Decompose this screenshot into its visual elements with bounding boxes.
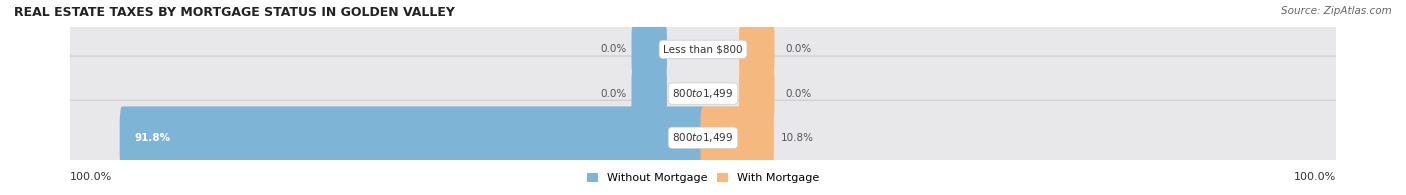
Text: 0.0%: 0.0%	[600, 89, 627, 99]
FancyBboxPatch shape	[740, 67, 775, 120]
Text: 100.0%: 100.0%	[70, 172, 112, 182]
Text: 0.0%: 0.0%	[785, 89, 811, 99]
FancyBboxPatch shape	[700, 106, 773, 169]
Text: 0.0%: 0.0%	[785, 44, 811, 54]
FancyBboxPatch shape	[67, 56, 1339, 131]
Text: 100.0%: 100.0%	[1294, 172, 1336, 182]
Text: 91.8%: 91.8%	[135, 133, 172, 143]
FancyBboxPatch shape	[67, 12, 1339, 87]
FancyBboxPatch shape	[631, 23, 666, 75]
Text: 0.0%: 0.0%	[600, 44, 627, 54]
Text: 10.8%: 10.8%	[780, 133, 814, 143]
FancyBboxPatch shape	[120, 106, 706, 169]
Text: $800 to $1,499: $800 to $1,499	[672, 87, 734, 100]
Text: $800 to $1,499: $800 to $1,499	[672, 131, 734, 144]
FancyBboxPatch shape	[631, 67, 666, 120]
FancyBboxPatch shape	[67, 100, 1339, 175]
Legend: Without Mortgage, With Mortgage: Without Mortgage, With Mortgage	[582, 168, 824, 188]
FancyBboxPatch shape	[740, 23, 775, 75]
Text: Less than $800: Less than $800	[664, 44, 742, 54]
Text: REAL ESTATE TAXES BY MORTGAGE STATUS IN GOLDEN VALLEY: REAL ESTATE TAXES BY MORTGAGE STATUS IN …	[14, 6, 456, 19]
Text: Source: ZipAtlas.com: Source: ZipAtlas.com	[1281, 6, 1392, 16]
